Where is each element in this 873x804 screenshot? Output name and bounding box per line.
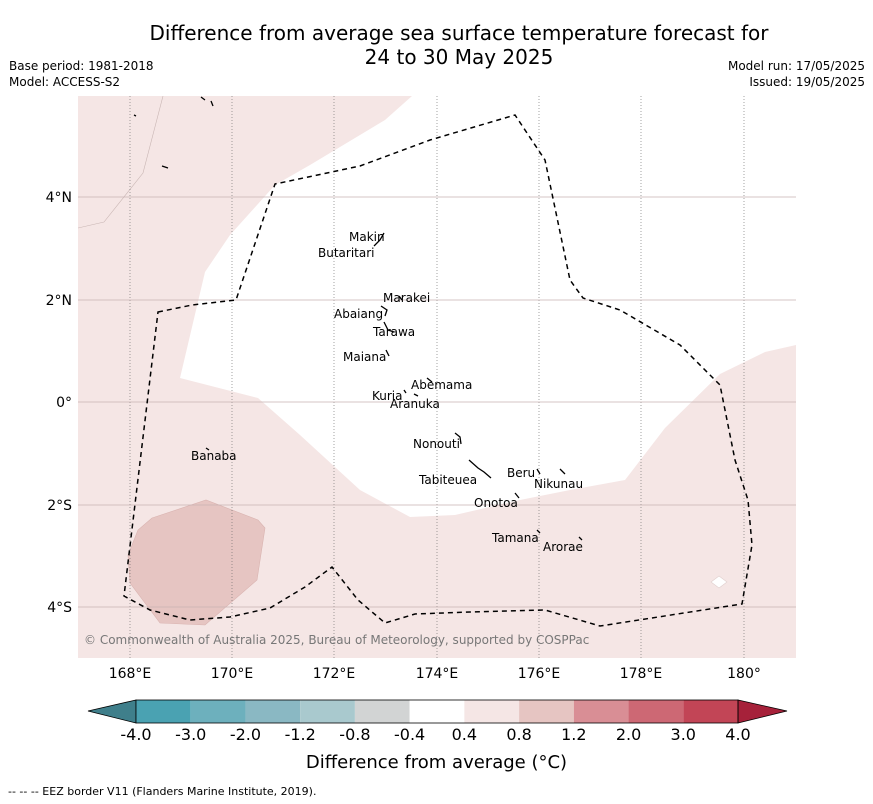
latitude-label: 2°S — [47, 498, 72, 514]
colorbar-tick: -4.0 — [120, 725, 151, 744]
base-period: Base period: 1981-2018 — [9, 59, 154, 73]
island-label-nonouti: Nonouti — [413, 437, 460, 451]
island-label-tarawa: Tarawa — [372, 325, 415, 339]
eez-border — [123, 114, 753, 627]
colorbar-segment — [190, 700, 246, 723]
map-grid — [78, 96, 796, 658]
colorbar-tick: 0.8 — [506, 725, 531, 744]
colorbar-tick: -0.8 — [339, 725, 370, 744]
island-shape-tamana-arorae — [536, 529, 583, 541]
island-label-butaritari: Butaritari — [318, 246, 375, 260]
issued-date: Issued: 19/05/2025 — [749, 75, 865, 89]
model-run: Model run: 17/05/2025 — [727, 59, 865, 73]
contour-line-west — [78, 96, 164, 229]
colorbar-high-extension — [737, 699, 788, 724]
longitude-labels: 168°E 170°E 172°E 174°E 176°E 178°E 180° — [109, 666, 761, 682]
island-shape-onotoa — [514, 492, 520, 499]
meta-left: Base period: 1981-2018 Model: ACCESS-S2 — [9, 58, 154, 90]
colorbar-segment — [354, 700, 410, 723]
colorbar-tick: 4.0 — [725, 725, 750, 744]
island-label-kuria: Kuria — [372, 389, 403, 403]
meta-right: Model run: 17/05/2025 Issued: 19/05/2025 — [728, 58, 865, 90]
colorbar-tick: 1.2 — [561, 725, 586, 744]
colorbar-frame — [135, 699, 739, 724]
copyright-notice: © Commonwealth of Australia 2025, Bureau… — [84, 633, 589, 647]
island-shape-butaritari — [373, 232, 385, 247]
colorbar-tick: -0.4 — [394, 725, 425, 744]
island-label-tamana: Tamana — [491, 531, 539, 545]
island-label-abemama: Abemama — [411, 378, 472, 392]
latitude-label: 2°N — [46, 293, 72, 309]
island-shape-abaiang — [380, 305, 388, 317]
longitude-label: 178°E — [620, 666, 663, 682]
near-average-region — [163, 96, 796, 517]
colorbar-tick: 3.0 — [671, 725, 696, 744]
colorbar-tick-labels: -4.0 -3.0 -2.0 -1.2 -0.8 -0.4 0.4 0.8 1.2 2.0 3.0 4… — [120, 725, 750, 744]
model-name: Model: ACCESS-S2 — [9, 75, 121, 89]
colorbar-segment — [683, 700, 738, 723]
colorbar-segment — [573, 700, 629, 723]
colorbar-low-extension — [87, 699, 137, 724]
island-label-makin: Makin — [349, 230, 385, 244]
colorbar-tick: 2.0 — [616, 725, 641, 744]
latitude-label: 4°N — [46, 190, 72, 206]
island-shape-misc — [133, 96, 214, 451]
island-label-aranuka: Aranuka — [390, 397, 440, 411]
island-shape-tabiteuea — [468, 459, 492, 479]
island-label-maiana: Maiana — [343, 350, 386, 364]
colorbar-segment — [136, 700, 191, 723]
colorbar-segment — [245, 700, 301, 723]
island-label-marakei: Marakei — [383, 291, 430, 305]
colorbar-segment — [464, 700, 520, 723]
island-shape-kuria-aranuka — [403, 389, 419, 397]
island-label-beru: Beru — [507, 466, 535, 480]
colorbar — [87, 699, 788, 724]
island-shape-maiana — [385, 349, 390, 357]
longitude-label: 172°E — [313, 666, 356, 682]
eez-footnote: -- -- -- EEZ border V11 (Flanders Marine… — [8, 785, 317, 798]
island-label-nikunau: Nikunau — [534, 477, 583, 491]
island-shape-marakei — [398, 295, 403, 301]
colorbar-tick: 0.4 — [452, 725, 477, 744]
island-label-banaba: Banaba — [191, 449, 237, 463]
colorbar-segment — [300, 700, 355, 723]
colorbar-segment — [519, 700, 574, 723]
longitude-label: 168°E — [109, 666, 152, 682]
latitude-label: 4°S — [47, 600, 72, 616]
colorbar-segment — [409, 700, 465, 723]
anomaly-band-0-8-to-1-2 — [127, 499, 266, 626]
colorbar-tick: -3.0 — [175, 725, 206, 744]
longitude-label: 174°E — [416, 666, 459, 682]
colorbar-label: Difference from average (°C) — [305, 752, 568, 773]
island-shape-nonouti — [454, 432, 462, 445]
latitude-label: 0° — [56, 395, 72, 411]
map-title: Difference from average sea surface temp… — [149, 21, 769, 69]
colorbar-segment — [628, 700, 684, 723]
island-label-tabiteuea: Tabiteuea — [418, 473, 477, 487]
colorbar-tick: -2.0 — [230, 725, 261, 744]
longitude-label: 176°E — [518, 666, 561, 682]
map-area — [78, 96, 796, 658]
small-white-patch — [710, 575, 728, 589]
island-outlines — [133, 96, 583, 541]
latitude-labels: 4°N 2°N 0° 2°S 4°S — [46, 190, 73, 616]
longitude-label: 180° — [727, 666, 761, 682]
island-shape-beru-nikunau — [536, 468, 566, 475]
island-shape-tarawa — [383, 321, 395, 333]
island-label-abaiang: Abaiang — [334, 307, 383, 321]
island-label-onotoa: Onotoa — [474, 496, 518, 510]
longitude-label: 170°E — [211, 666, 254, 682]
colorbar-tick: -1.2 — [285, 725, 316, 744]
island-label-arorae: Arorae — [543, 540, 583, 554]
island-shape-abemama — [426, 377, 433, 383]
island-labels: Makin Butaritari Marakei Abaiang Tarawa … — [191, 230, 583, 554]
